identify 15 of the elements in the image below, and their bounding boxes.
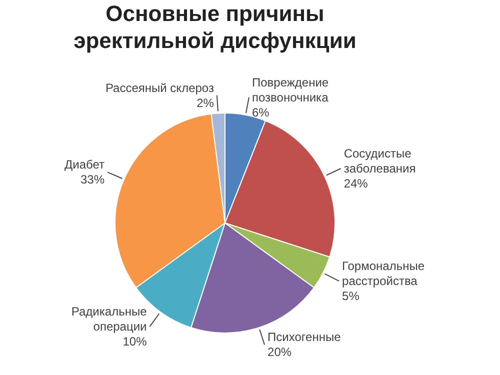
slice-label: Психогенные	[268, 330, 342, 344]
slice-label: Сосудистые заболевания	[344, 146, 416, 176]
slice-label: Гормональные расстройства	[342, 259, 425, 288]
data-label: 20%	[268, 345, 292, 360]
data-label: 24%	[344, 176, 368, 190]
data-label: 10%	[122, 334, 148, 349]
data-label: 33%	[80, 172, 105, 187]
slice-label: Рассеяный склероз	[105, 80, 214, 95]
data-label: 6%	[252, 105, 270, 120]
slice-label: Радикальные операции	[71, 304, 148, 334]
chart-title: Основные причины эректильной дисфункции	[72, 0, 358, 54]
slice-label: Повреждение позвоночника	[252, 75, 329, 104]
slice-label: Диабет	[64, 158, 106, 172]
data-label: 5%	[342, 289, 360, 304]
data-label: 2%	[196, 96, 214, 110]
